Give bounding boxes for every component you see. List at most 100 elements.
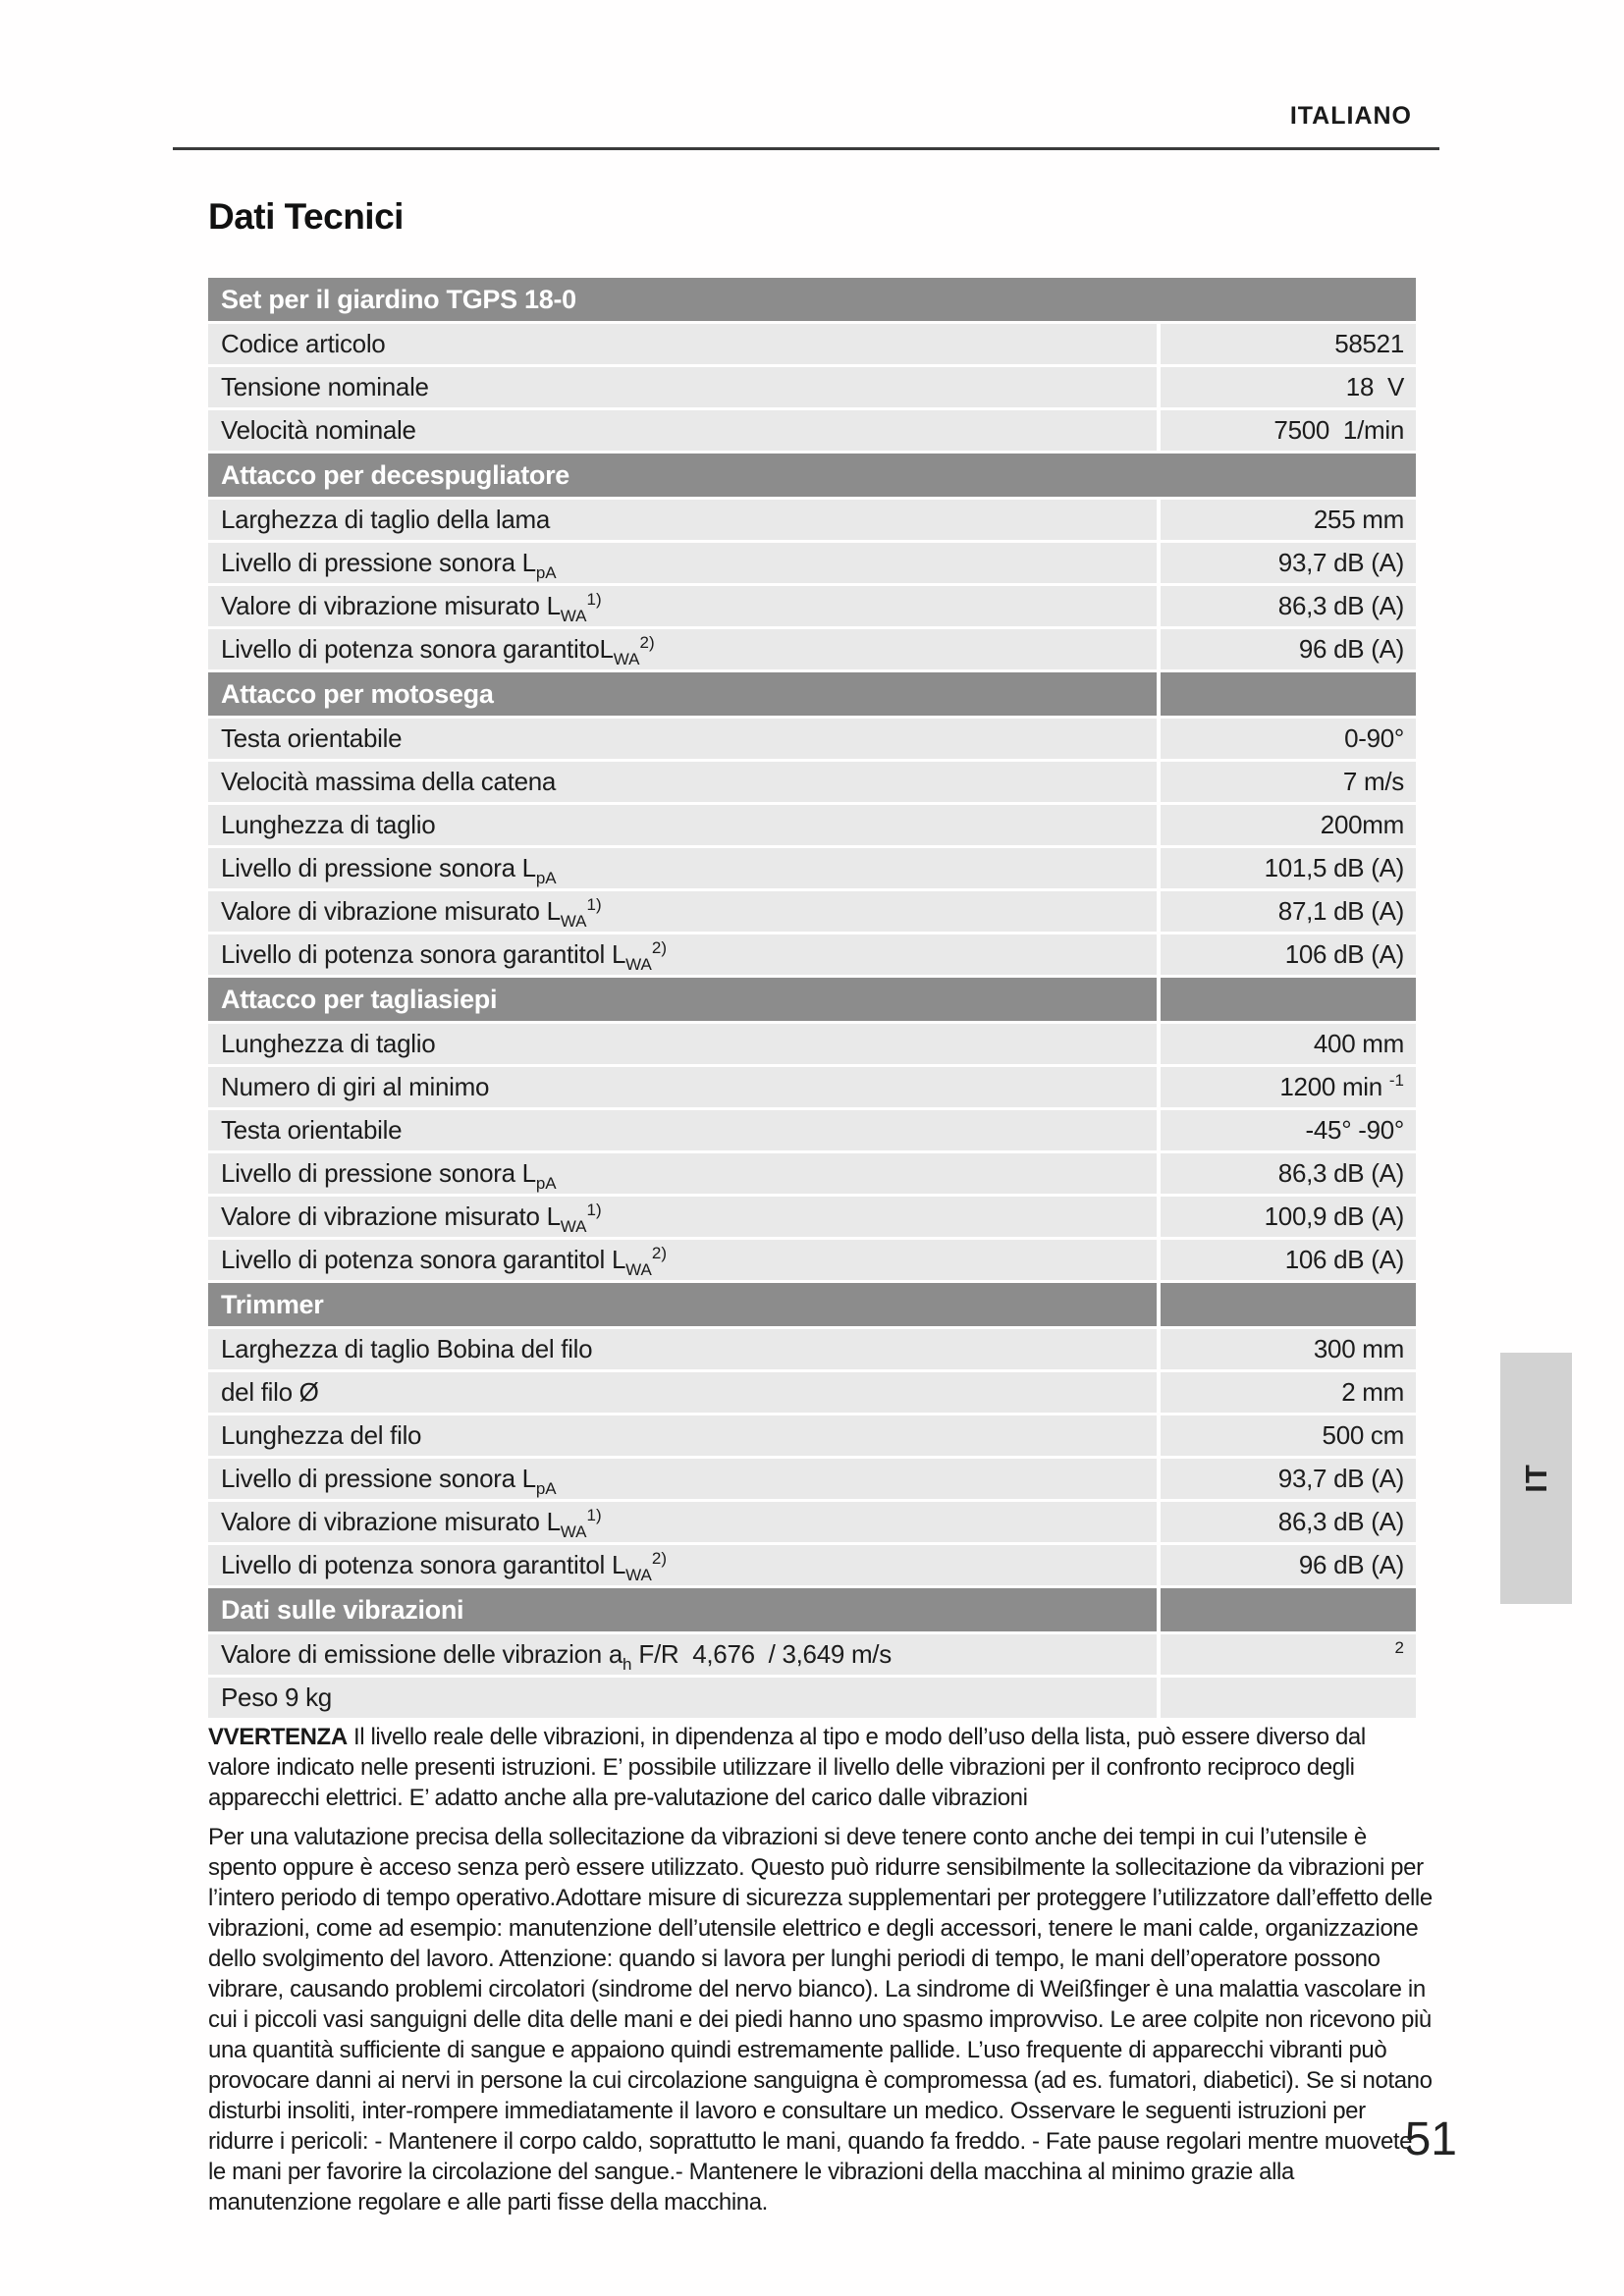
column-divider <box>1157 848 1161 888</box>
section-header-label: Attacco per motosega <box>208 672 1157 716</box>
row-value <box>1161 1678 1416 1718</box>
column-divider <box>1157 934 1161 975</box>
row-label: Livello di pressione sonora LpA <box>208 1459 1157 1499</box>
section-header: Dati sulle vibrazioni <box>208 1588 1416 1631</box>
row-label: Lunghezza del filo <box>208 1415 1157 1456</box>
table-row: Livello di pressione sonora LpA 93,7 dB (… <box>208 1459 1416 1499</box>
row-label: Livello di potenza sonora garantitol LWA… <box>208 934 1157 975</box>
section-header-label: Attacco per decespugliatore <box>208 454 1416 497</box>
table-row: Velocità massima della catena 7 m/s <box>208 762 1416 802</box>
column-divider <box>1157 978 1161 1021</box>
table-row: Testa orientabile 0-90° <box>208 719 1416 759</box>
row-value: 200mm <box>1161 805 1416 845</box>
row-value: 96 dB (A) <box>1161 629 1416 669</box>
row-label: Numero di giri al minimo <box>208 1067 1157 1107</box>
row-value: 93,7 dB (A) <box>1161 1459 1416 1499</box>
row-value: 86,3 dB (A) <box>1161 1502 1416 1542</box>
table-row: Livello di potenza sonora garantitol LWA… <box>208 934 1416 975</box>
warning-paragraph: VVERTENZA Il livello reale delle vibrazi… <box>208 1722 1434 1813</box>
row-label: Valore di vibrazione misurato LWA1) <box>208 891 1157 932</box>
warning-label: VVERTENZA <box>208 1724 348 1750</box>
row-label: Valore di vibrazione misurato LWA1) <box>208 1502 1157 1542</box>
row-label: Lunghezza di taglio <box>208 805 1157 845</box>
table-row: Numero di giri al minimo 1200 min -1 <box>208 1067 1416 1107</box>
row-label: Valore di vibrazione misurato LWA1) <box>208 586 1157 626</box>
row-value: 0-90° <box>1161 719 1416 759</box>
column-divider <box>1157 1415 1161 1456</box>
table-row: Valore di vibrazione misurato LWA1) 86,3 … <box>208 1502 1416 1542</box>
section-header: Trimmer <box>208 1283 1416 1326</box>
column-divider <box>1157 1197 1161 1237</box>
table-row: Valore di vibrazione misurato LWA1) 86,3 … <box>208 586 1416 626</box>
row-label: Testa orientabile <box>208 719 1157 759</box>
row-label: Peso 9 kg <box>208 1678 1157 1718</box>
row-value: 87,1 dB (A) <box>1161 891 1416 932</box>
row-value: 2 mm <box>1161 1372 1416 1413</box>
table-row: Codice articolo 58521 <box>208 324 1416 364</box>
tech-table: Set per il giardino TGPS 18-0 Codice arti… <box>208 278 1416 1721</box>
table-row: Larghezza di taglio della lama 255 mm <box>208 500 1416 540</box>
table-row: Valore di emissione delle vibrazion ah F… <box>208 1634 1416 1675</box>
column-divider <box>1157 805 1161 845</box>
section-header-value-cell <box>1161 672 1416 716</box>
row-value: 400 mm <box>1161 1024 1416 1064</box>
row-label: Larghezza di taglio della lama <box>208 500 1157 540</box>
column-divider <box>1157 629 1161 669</box>
column-divider <box>1157 1110 1161 1150</box>
table-row: Lunghezza di taglio 200mm <box>208 805 1416 845</box>
column-divider <box>1157 1588 1161 1631</box>
row-value: 58521 <box>1161 324 1416 364</box>
row-value: 7500 1/min <box>1161 410 1416 451</box>
side-tab-label: IT <box>1518 1464 1553 1493</box>
column-divider <box>1157 410 1161 451</box>
section-header: Attacco per motosega <box>208 672 1416 716</box>
column-divider <box>1157 1067 1161 1107</box>
row-value: -45° -90° <box>1161 1110 1416 1150</box>
table-row: Livello di pressione sonora LpA 93,7 dB (… <box>208 543 1416 583</box>
column-divider <box>1157 324 1161 364</box>
column-divider <box>1157 1634 1161 1675</box>
section-header: Attacco per decespugliatore <box>208 454 1416 497</box>
row-label: Livello di pressione sonora LpA <box>208 543 1157 583</box>
row-value: 86,3 dB (A) <box>1161 1153 1416 1194</box>
table-row: Velocità nominale 7500 1/min <box>208 410 1416 451</box>
table-row: Livello di pressione sonora LpA 101,5 dB … <box>208 848 1416 888</box>
column-divider <box>1157 500 1161 540</box>
row-value: 2 <box>1161 1634 1416 1675</box>
row-value: 101,5 dB (A) <box>1161 848 1416 888</box>
table-row: Peso 9 kg <box>208 1678 1416 1718</box>
row-label: Velocità nominale <box>208 410 1157 451</box>
row-value: 100,9 dB (A) <box>1161 1197 1416 1237</box>
section-header: Set per il giardino TGPS 18-0 <box>208 278 1416 321</box>
column-divider <box>1157 1024 1161 1064</box>
row-label: Tensione nominale <box>208 367 1157 407</box>
row-value: 96 dB (A) <box>1161 1545 1416 1585</box>
column-divider <box>1157 1329 1161 1369</box>
row-value: 1200 min -1 <box>1161 1067 1416 1107</box>
row-value: 106 dB (A) <box>1161 1240 1416 1280</box>
section-header: Attacco per tagliasiepi <box>208 978 1416 1021</box>
column-divider <box>1157 719 1161 759</box>
row-value: 300 mm <box>1161 1329 1416 1369</box>
table-row: Tensione nominale 18 V <box>208 367 1416 407</box>
column-divider <box>1157 1502 1161 1542</box>
section-header-value-cell <box>1161 1588 1416 1631</box>
column-divider <box>1157 1153 1161 1194</box>
column-divider <box>1157 1678 1161 1718</box>
column-divider <box>1157 1372 1161 1413</box>
row-value: 86,3 dB (A) <box>1161 586 1416 626</box>
table-row: Livello di potenza sonora garantitol LWA… <box>208 1240 1416 1280</box>
vibration-advice-paragraph: Per una valutazione precisa della sollec… <box>208 1824 1433 2216</box>
language-side-tab: IT <box>1500 1353 1572 1604</box>
section-header-value-cell <box>1161 1283 1416 1326</box>
row-label: Livello di pressione sonora LpA <box>208 1153 1157 1194</box>
table-row: Lunghezza di taglio 400 mm <box>208 1024 1416 1064</box>
row-value: 93,7 dB (A) <box>1161 543 1416 583</box>
column-divider <box>1157 1459 1161 1499</box>
column-divider <box>1157 672 1161 716</box>
section-header-value-cell <box>1161 978 1416 1021</box>
row-label: Valore di vibrazione misurato LWA1) <box>208 1197 1157 1237</box>
row-label: Livello di pressione sonora LpA <box>208 848 1157 888</box>
row-value: 255 mm <box>1161 500 1416 540</box>
